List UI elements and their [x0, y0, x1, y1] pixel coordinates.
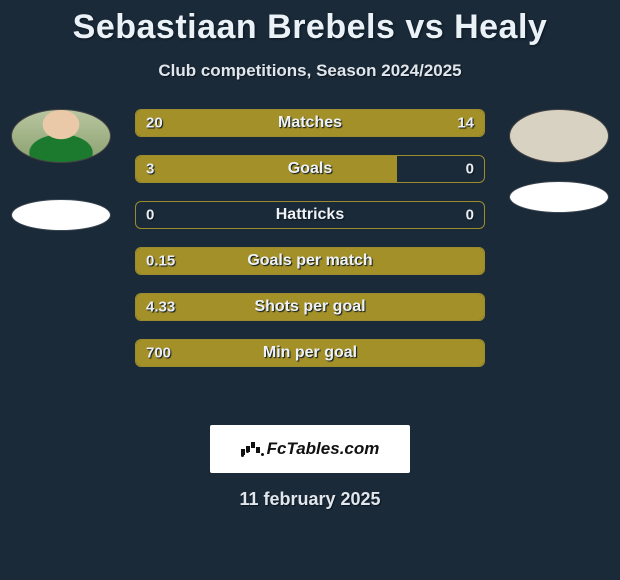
stat-row-goals: 3 Goals 0: [135, 155, 485, 183]
stat-row-hattricks: 0 Hattricks 0: [135, 201, 485, 229]
stat-fill-left: [136, 294, 484, 320]
stat-value-left: 20: [146, 115, 163, 132]
chart-icon: [241, 439, 263, 459]
brand-logo: FcTables.com: [210, 425, 410, 473]
player-right-avatar: [509, 109, 609, 163]
stat-value-right: 0: [466, 207, 474, 224]
stat-value-left: 3: [146, 161, 154, 178]
stat-fill-left: [136, 110, 341, 136]
stat-row-min-per-goal: 700 Min per goal: [135, 339, 485, 367]
player-right-column: [504, 109, 614, 213]
snapshot-date: 11 february 2025: [0, 489, 620, 510]
player-left-club-badge: [11, 199, 111, 231]
stat-fill-left: [136, 248, 484, 274]
stat-fill-left: [136, 156, 397, 182]
comparison-area: 20 Matches 14 3 Goals 0 0 Hattricks 0 0.…: [0, 109, 620, 409]
stat-value-right: 0: [466, 161, 474, 178]
brand-text: FcTables.com: [267, 439, 380, 459]
player-left-column: [6, 109, 116, 231]
stat-value-right: 14: [457, 115, 474, 132]
subtitle: Club competitions, Season 2024/2025: [0, 61, 620, 81]
stat-value-left: 0.15: [146, 253, 175, 270]
stat-label: Hattricks: [136, 206, 484, 224]
stat-row-matches: 20 Matches 14: [135, 109, 485, 137]
player-left-avatar: [11, 109, 111, 163]
stat-bars: 20 Matches 14 3 Goals 0 0 Hattricks 0 0.…: [135, 109, 485, 367]
stat-value-left: 700: [146, 345, 171, 362]
stat-value-left: 4.33: [146, 299, 175, 316]
player-right-club-badge: [509, 181, 609, 213]
stat-fill-left: [136, 340, 484, 366]
stat-row-shots-per-goal: 4.33 Shots per goal: [135, 293, 485, 321]
stat-value-left: 0: [146, 207, 154, 224]
page-title: Sebastiaan Brebels vs Healy: [0, 0, 620, 47]
stat-row-goals-per-match: 0.15 Goals per match: [135, 247, 485, 275]
